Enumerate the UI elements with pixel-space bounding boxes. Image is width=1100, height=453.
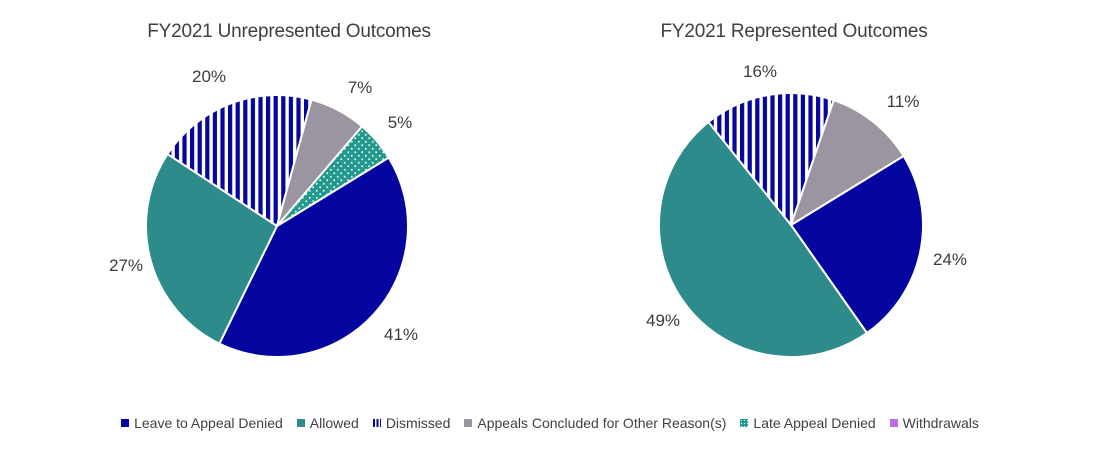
pie-chart-unrepresented: FY2021 Unrepresented Outcomes 41% 27% 20% 7… [0,0,550,398]
pie-svg [658,92,924,358]
pie-chart-represented: FY2021 Represented Outcomes 24% 49% 16% 11% [550,0,1100,398]
chart-legend: Leave to Appeal Denied Allowed Dismissed Ap… [0,412,1100,434]
chart-title-represented: FY2021 Represented Outcomes [660,21,928,42]
pie-slice-allowed [145,153,278,345]
legend-label: Appeals Concluded for Other Reason(s) [477,415,727,431]
pie-area-represented: 24% 49% 16% 11% [550,0,1100,398]
data-label-appeals-concluded-for-other-reason-s: 11% [886,92,920,111]
legend-label: Allowed [309,415,359,431]
legend-swatch-violet-icon [889,419,898,427]
legend-swatch-dots-icon [740,419,749,427]
pie-slice-leave-to-appeal-denied [790,155,924,334]
legend-item-leave-to-appeal-denied: Leave to Appeal Denied [121,415,283,431]
legend-label: Dismissed [385,415,451,431]
data-label-late-appeal-denied: 5% [387,113,413,132]
legend-swatch-gray-icon [464,419,473,427]
pie-area-unrepresented: 41% 27% 20% 7% 5% [0,0,550,398]
chart-title-unrepresented: FY2021 Unrepresented Outcomes [147,21,431,42]
legend-item-allowed: Allowed [296,415,359,431]
legend-item-late-appeal-denied: Late Appeal Denied [740,415,876,431]
legend-label: Leave to Appeal Denied [134,415,283,431]
legend-swatch-stripes-icon [372,419,381,427]
pie-slice-late-appeal-denied [276,125,390,227]
data-label-allowed: 49% [645,311,681,330]
pie-slice-appeals-concluded-for-other-reason-s [790,99,905,226]
pie-svg [145,94,409,358]
pie-slice-dismissed [707,92,835,226]
legend-swatch-teal-icon [296,419,305,427]
data-label-appeals-concluded-for-other-reason-s: 7% [347,78,373,97]
legend-label: Withdrawals [902,415,979,431]
data-label-allowed: 27% [108,256,144,275]
data-label-dismissed: 16% [742,62,778,81]
pie-slice-leave-to-appeal-denied [218,156,409,358]
data-label-leave-to-appeal-denied: 24% [932,250,968,269]
pie-slice-allowed [658,120,868,358]
data-label-leave-to-appeal-denied: 41% [383,325,419,344]
data-label-dismissed: 20% [191,67,227,86]
legend-item-appeals-concluded-for-other-reason-s: Appeals Concluded for Other Reason(s) [464,415,726,431]
legend-item-withdrawals: Withdrawals [889,415,979,431]
legend-label: Late Appeal Denied [753,415,876,431]
pie-slice-dismissed [166,94,313,227]
legend-item-dismissed: Dismissed [372,415,451,431]
legend-swatch-navy-icon [121,419,130,427]
